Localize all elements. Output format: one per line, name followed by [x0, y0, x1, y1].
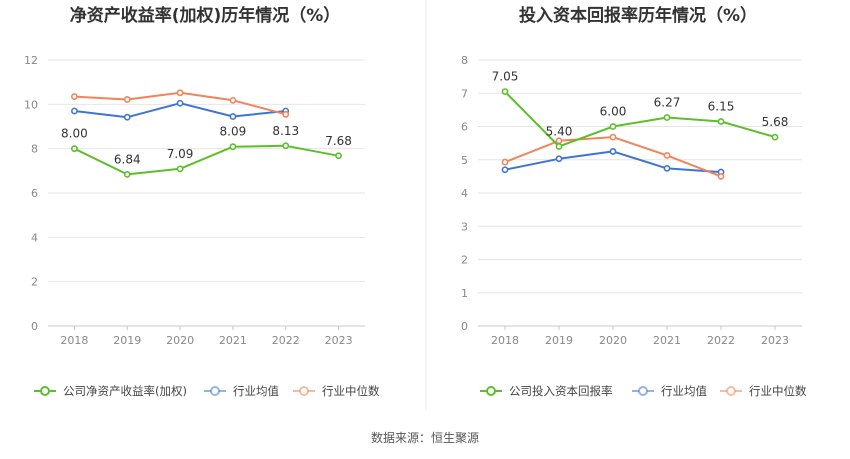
- data-label: 7.09: [167, 147, 194, 161]
- data-point: [176, 99, 184, 107]
- legend-marker: [40, 386, 50, 396]
- data-label: 7.68: [325, 134, 352, 148]
- data-point: [663, 164, 671, 172]
- data-label: 6.00: [600, 105, 627, 119]
- legend-label: 行业中位数: [749, 384, 807, 398]
- y-tick-label: 12: [24, 54, 38, 67]
- data-point: [176, 89, 184, 97]
- data-point: [282, 142, 290, 150]
- data-label: 5.40: [546, 124, 573, 138]
- legend-marker: [210, 386, 220, 396]
- data-point: [663, 152, 671, 159]
- y-tick-label: 3: [461, 220, 468, 233]
- x-tick-label: 2023: [761, 334, 789, 347]
- y-tick-label: 4: [461, 187, 468, 200]
- legend-marker: [486, 386, 496, 396]
- data-point: [229, 113, 237, 120]
- y-tick-label: 6: [461, 121, 468, 134]
- y-tick-label: 5: [461, 154, 468, 167]
- data-label: 8.13: [272, 124, 299, 138]
- y-tick-label: 7: [461, 87, 468, 100]
- data-label: 5.68: [762, 115, 789, 129]
- y-tick-label: 2: [31, 276, 38, 289]
- y-tick-label: 8: [461, 54, 468, 67]
- series-line-1: [504, 90, 776, 148]
- x-tick-label: 2020: [599, 334, 627, 347]
- x-tick-label: 2018: [491, 334, 519, 347]
- data-label: 6.84: [114, 152, 141, 166]
- legend-marker: [638, 386, 648, 396]
- data-label: 6.15: [708, 100, 735, 114]
- x-tick-label: 2021: [653, 334, 681, 347]
- data-point: [335, 152, 342, 160]
- x-tick-label: 2021: [219, 334, 247, 347]
- legend-label: 行业中位数: [322, 384, 380, 398]
- legend-label: 行业均值: [661, 384, 707, 398]
- data-point: [555, 155, 563, 163]
- x-tick-label: 2019: [113, 334, 141, 347]
- legend-label: 行业均值: [233, 384, 279, 398]
- legend-label: 公司净资产收益率(加权): [63, 384, 187, 398]
- data-label: 6.27: [654, 96, 681, 110]
- series-line-1: [73, 144, 339, 176]
- data-point: [501, 158, 509, 166]
- data-point: [609, 123, 617, 130]
- y-tick-label: 0: [461, 320, 468, 333]
- data-point: [771, 133, 779, 141]
- data-point: [717, 172, 725, 180]
- data-point: [501, 166, 509, 174]
- y-tick-label: 10: [24, 98, 38, 111]
- data-point: [609, 133, 617, 141]
- y-tick-label: 4: [31, 231, 38, 244]
- data-point: [282, 110, 290, 118]
- x-tick-label: 2019: [545, 334, 573, 347]
- data-point: [229, 96, 237, 104]
- data-point: [555, 137, 563, 145]
- chart-2: 投入资本回报率历年情况（%） 0 1 2 3 4 5 6 7 8 2018 2019 2020 2021 2…: [461, 5, 807, 398]
- data-point: [71, 107, 78, 115]
- data-point: [71, 145, 78, 153]
- data-point: [176, 165, 184, 173]
- data-point: [555, 143, 563, 150]
- data-label: 7.05: [492, 70, 519, 84]
- y-tick-label: 2: [461, 254, 468, 267]
- data-label: 8.09: [220, 125, 247, 139]
- data-point: [229, 143, 237, 151]
- x-tick-label: 2020: [166, 334, 194, 347]
- x-tick-label: 2023: [325, 334, 353, 347]
- legend-marker: [726, 386, 736, 396]
- chart-title: 投入资本回报率历年情况（%）: [519, 5, 757, 26]
- x-tick-label: 2018: [60, 334, 88, 347]
- x-tick-label: 2022: [707, 334, 735, 347]
- y-tick-label: 0: [31, 320, 38, 333]
- data-point: [123, 96, 131, 103]
- y-tick-label: 8: [31, 143, 38, 156]
- y-tick-label: 1: [461, 287, 468, 300]
- data-point: [501, 88, 509, 95]
- data-point: [663, 114, 671, 121]
- legend-label: 公司投入资本回报率: [509, 384, 613, 398]
- chart-1: 净资产收益率(加权)历年情况（%） 0 2 4 6 8 10 12 2018 2019 2020 20…: [24, 5, 380, 398]
- data-point: [123, 170, 131, 178]
- y-tick-label: 6: [31, 187, 38, 200]
- data-point: [717, 118, 725, 125]
- x-tick-label: 2022: [272, 334, 300, 347]
- data-point: [123, 113, 131, 121]
- source-label: 数据来源：恒生聚源: [371, 430, 479, 445]
- data-label: 8.00: [61, 127, 88, 141]
- chart-title: 净资产收益率(加权)历年情况（%）: [70, 5, 341, 26]
- data-point: [609, 148, 617, 155]
- legend-marker: [299, 386, 309, 396]
- data-point: [71, 93, 78, 100]
